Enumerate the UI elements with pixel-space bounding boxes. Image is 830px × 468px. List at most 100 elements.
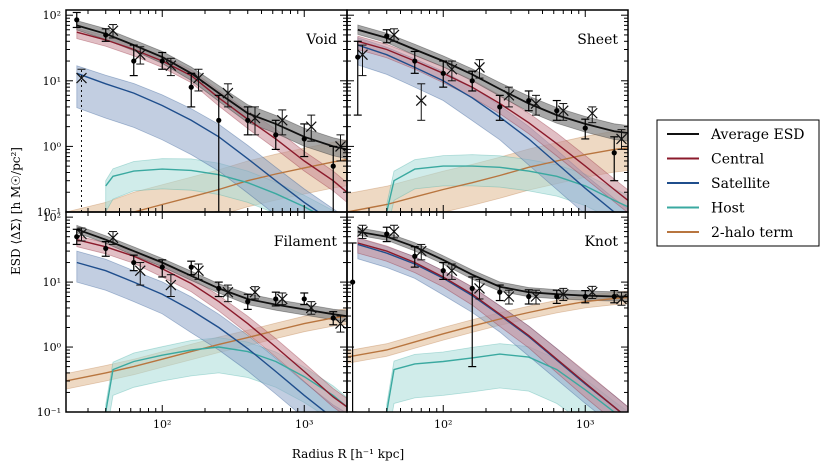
twohalo-band [347, 290, 628, 364]
cross-point [557, 287, 569, 302]
cross-marker [134, 265, 146, 277]
point-marker [330, 163, 336, 169]
data-point [468, 70, 477, 92]
twohalo-line [66, 315, 347, 382]
data-point [214, 94, 223, 212]
host-line [386, 165, 628, 212]
data-point [552, 99, 561, 121]
point-marker [131, 259, 137, 266]
y-tick-label: 10⁰ [43, 341, 62, 354]
point-marker [611, 293, 617, 300]
cross-marker [388, 29, 400, 41]
data-point [581, 118, 590, 140]
cross-marker [446, 265, 458, 277]
cross-point [249, 286, 261, 300]
cross-marker [586, 286, 598, 298]
legend-label-satellite: Satellite [711, 176, 770, 192]
cross-point [305, 114, 317, 142]
satellite-band [76, 250, 346, 412]
cross-marker [222, 87, 234, 99]
data-point [495, 284, 504, 302]
cross-point [193, 263, 204, 280]
cross-marker [415, 95, 427, 106]
cross-marker [165, 60, 177, 72]
twohalo-line [347, 147, 628, 212]
data-point [439, 261, 448, 281]
data-point [329, 145, 338, 212]
cross-point [249, 106, 261, 136]
point-marker [103, 32, 109, 38]
point-marker [74, 17, 80, 23]
cross-marker [357, 226, 368, 237]
data-point [158, 51, 167, 70]
panel-frame [346, 211, 629, 413]
cross-point [415, 243, 427, 261]
data-point [214, 281, 223, 298]
cross-marker [222, 286, 234, 298]
data-point [271, 291, 280, 307]
point-marker [469, 78, 475, 84]
y-axis-label: ESD ⟨ΔΣ⟩ [h M☉/pc²] [9, 147, 23, 275]
cross-point [503, 86, 515, 108]
point-marker [497, 289, 503, 295]
plot-area-knot [347, 224, 628, 412]
axes-sheet [347, 10, 629, 213]
legend-label-twohalo: 2-halo term [711, 225, 793, 241]
point-marker [245, 117, 251, 123]
point-marker [74, 234, 80, 240]
cross-marker [557, 288, 569, 300]
x-tick-label: 10² [153, 418, 171, 431]
data-point [552, 289, 561, 304]
point-marker [412, 58, 418, 64]
point-marker [216, 285, 222, 291]
central-line [76, 239, 347, 408]
x-tick-label: 10³ [295, 418, 313, 431]
x-tick-label: 10² [434, 418, 452, 431]
cross-point [76, 68, 87, 212]
data-point [72, 11, 81, 29]
point-marker [526, 97, 532, 104]
cross-point [165, 57, 177, 77]
cross-marker [388, 226, 400, 237]
point-marker [469, 285, 475, 291]
cross-point [222, 83, 234, 108]
cross-point [388, 224, 400, 239]
data-point [382, 29, 391, 44]
panel-title-filament: Filament [274, 234, 338, 250]
y-tick-label: 10¹ [43, 276, 61, 289]
point-marker [582, 125, 588, 131]
cross-marker [474, 282, 485, 294]
x-axis-label: Radius R [h⁻¹ kpc] [292, 447, 404, 461]
cross-marker [586, 107, 598, 119]
y-tick-label: 10⁰ [43, 140, 62, 153]
cross-marker [616, 133, 627, 145]
data-point [468, 276, 477, 368]
cross-marker [276, 114, 288, 126]
cross-point [276, 109, 288, 136]
cross-marker [530, 98, 542, 109]
cross-marker [335, 318, 346, 329]
cross-point [134, 46, 146, 65]
panel-sheet: Sheet [346, 9, 629, 213]
data-point [187, 72, 196, 108]
data-point [610, 289, 619, 304]
data-point [271, 119, 280, 150]
point-marker [526, 293, 532, 300]
panel-title-sheet: Sheet [577, 32, 618, 48]
point-marker [355, 54, 361, 60]
total-line [76, 24, 347, 151]
cross-point [357, 224, 368, 239]
cross-point [446, 60, 458, 82]
host-line [386, 353, 616, 412]
legend: Average ESD Central Satellite Host 2-halo te… [656, 119, 820, 247]
cross-marker [193, 265, 204, 277]
data-point [129, 254, 138, 272]
cross-marker [165, 279, 177, 291]
point-marker [554, 293, 560, 300]
cross-point [530, 94, 542, 116]
cross-point [446, 263, 458, 280]
point-marker [330, 315, 336, 321]
cross-marker [415, 245, 427, 257]
data-point [243, 106, 252, 136]
